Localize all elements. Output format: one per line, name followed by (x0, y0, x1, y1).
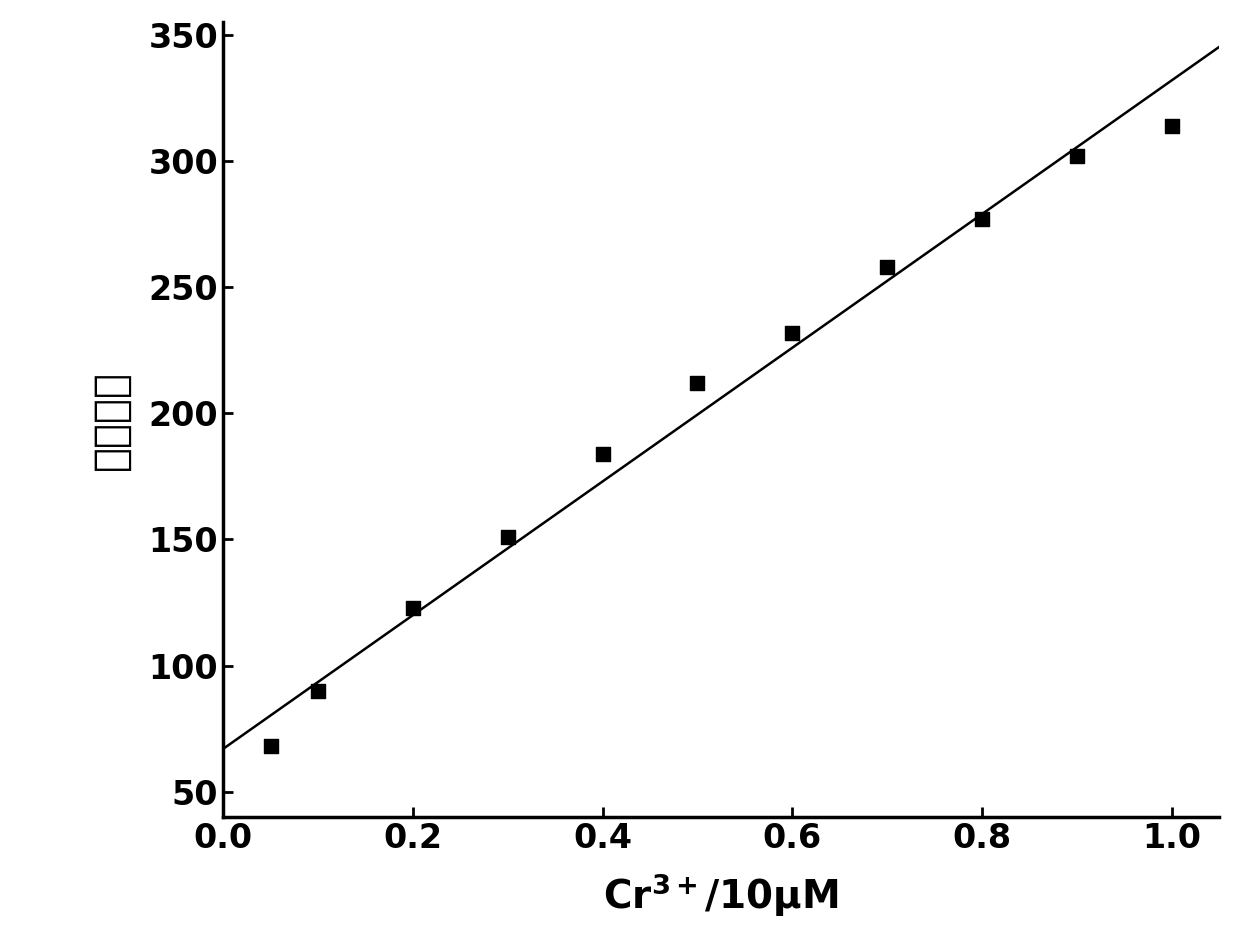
Point (972, 212, 992, 227)
Point (687, 376, 707, 391)
Point (1162, 118, 1182, 133)
Point (593, 446, 613, 462)
Point (403, 600, 423, 615)
Point (1066, 149, 1086, 164)
Y-axis label: 荧光强度: 荧光强度 (91, 369, 131, 470)
Point (260, 739, 280, 754)
X-axis label: Cr$^{3+}$/10μM: Cr$^{3+}$/10μM (604, 871, 839, 919)
Point (497, 529, 517, 544)
Point (308, 683, 327, 698)
Point (877, 259, 897, 274)
Point (782, 325, 802, 340)
